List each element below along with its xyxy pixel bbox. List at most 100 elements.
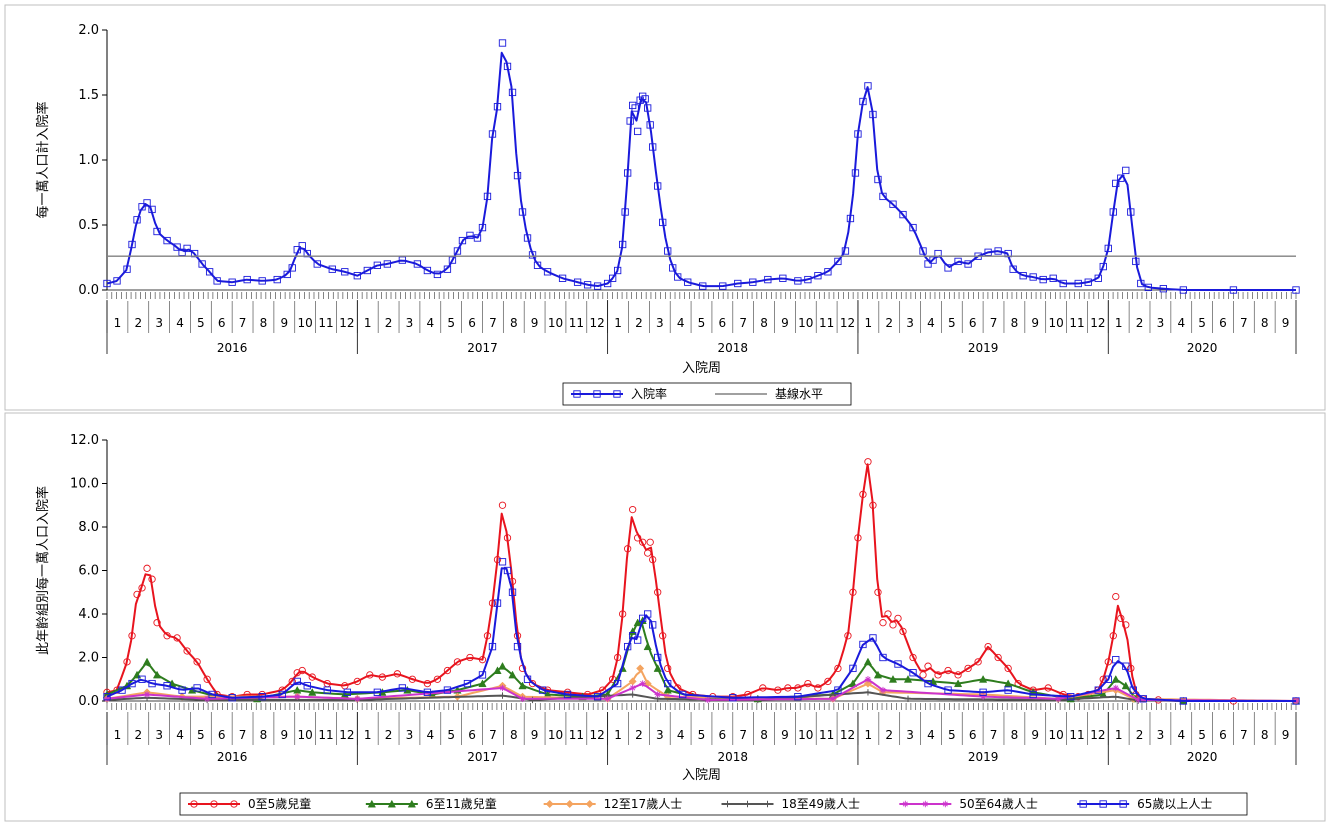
data-point bbox=[924, 662, 932, 670]
x-month-label: 7 bbox=[1240, 728, 1248, 742]
data-point bbox=[508, 588, 517, 596]
data-point bbox=[834, 257, 842, 266]
x-month-label: 6 bbox=[969, 316, 977, 330]
data-point bbox=[1159, 285, 1167, 293]
data-point bbox=[824, 268, 832, 276]
data-point bbox=[113, 277, 121, 285]
data-point bbox=[298, 666, 306, 675]
data-point bbox=[123, 265, 131, 273]
data-point bbox=[834, 686, 842, 694]
data-point bbox=[679, 690, 687, 699]
data-point bbox=[659, 218, 667, 227]
x-month-label: 10 bbox=[798, 316, 813, 330]
data-point bbox=[163, 632, 171, 640]
data-point bbox=[953, 679, 963, 688]
data-point bbox=[178, 686, 186, 694]
data-point bbox=[203, 675, 211, 683]
data-point bbox=[533, 261, 542, 269]
data-point bbox=[639, 614, 647, 623]
data-point bbox=[629, 691, 636, 698]
data-point bbox=[138, 675, 146, 683]
data-point bbox=[846, 214, 855, 223]
x-month-label: 8 bbox=[510, 316, 518, 330]
data-point bbox=[433, 675, 442, 683]
x-month-label: 4 bbox=[677, 316, 685, 330]
data-point bbox=[208, 690, 216, 699]
data-point bbox=[646, 538, 654, 546]
data-point bbox=[508, 88, 517, 97]
legend-marker bbox=[367, 799, 376, 808]
data-point bbox=[128, 240, 136, 249]
data-point bbox=[423, 266, 432, 275]
data-point bbox=[453, 247, 462, 255]
data-point bbox=[1019, 272, 1027, 280]
x-month-label: 6 bbox=[719, 316, 727, 330]
data-point bbox=[228, 694, 236, 702]
data-point bbox=[1292, 286, 1300, 294]
x-year-label: 2020 bbox=[1187, 341, 1218, 355]
x-month-label: 5 bbox=[197, 728, 205, 742]
x-month-label: 7 bbox=[739, 316, 747, 330]
data-point bbox=[863, 657, 873, 666]
x-month-label: 3 bbox=[155, 316, 163, 330]
data-point bbox=[944, 686, 952, 694]
data-point bbox=[118, 686, 126, 694]
data-point bbox=[1059, 279, 1067, 288]
data-point bbox=[513, 642, 522, 651]
data-point bbox=[626, 117, 634, 125]
x-month-label: 7 bbox=[239, 316, 247, 330]
data-point bbox=[458, 236, 467, 245]
x-month-label: 12 bbox=[840, 316, 855, 330]
data-point bbox=[654, 588, 662, 596]
data-point bbox=[621, 208, 629, 216]
x-year-label: 2018 bbox=[718, 341, 749, 355]
data-point bbox=[1049, 274, 1057, 282]
data-point bbox=[148, 679, 156, 688]
data-point bbox=[869, 634, 877, 642]
legend-label: 0至5歲兒童 bbox=[248, 796, 311, 811]
series-line bbox=[106, 463, 1296, 702]
data-point bbox=[423, 688, 432, 696]
x-month-label: 2 bbox=[1136, 728, 1144, 742]
y-tick-label: 2.0 bbox=[78, 651, 99, 666]
x-month-label: 1 bbox=[1115, 728, 1123, 742]
data-point bbox=[639, 92, 647, 100]
data-point bbox=[649, 555, 657, 564]
data-point bbox=[1094, 274, 1102, 282]
x-month-label: 4 bbox=[927, 316, 935, 330]
x-month-label: 1 bbox=[1115, 316, 1123, 330]
data-point bbox=[433, 270, 442, 279]
x-month-label: 4 bbox=[176, 316, 184, 330]
data-point bbox=[1104, 658, 1112, 666]
data-point bbox=[293, 246, 301, 254]
data-point bbox=[636, 664, 645, 673]
data-point bbox=[103, 695, 111, 703]
data-point bbox=[148, 575, 156, 583]
data-point bbox=[1084, 278, 1092, 286]
data-point bbox=[864, 676, 872, 683]
x-month-label: 10 bbox=[298, 316, 313, 330]
data-point bbox=[1099, 675, 1107, 683]
data-point bbox=[764, 275, 772, 284]
data-point bbox=[954, 671, 962, 679]
data-point bbox=[814, 684, 822, 692]
data-point bbox=[1044, 684, 1052, 692]
x-month-label: 8 bbox=[260, 316, 268, 330]
data-point bbox=[794, 277, 802, 285]
data-point bbox=[478, 223, 487, 232]
data-point bbox=[904, 695, 912, 703]
data-point bbox=[283, 270, 291, 279]
data-point bbox=[366, 671, 374, 679]
x-month-label: 8 bbox=[1261, 316, 1269, 330]
x-month-label: 4 bbox=[1177, 316, 1185, 330]
data-point bbox=[343, 688, 351, 696]
data-point bbox=[478, 656, 487, 664]
y-tick-label: 8.0 bbox=[78, 520, 99, 535]
data-point bbox=[1127, 208, 1135, 216]
data-point bbox=[498, 39, 507, 47]
x-month-label: 11 bbox=[819, 728, 834, 742]
x-month-label: 1 bbox=[114, 728, 122, 742]
data-point bbox=[443, 265, 452, 273]
